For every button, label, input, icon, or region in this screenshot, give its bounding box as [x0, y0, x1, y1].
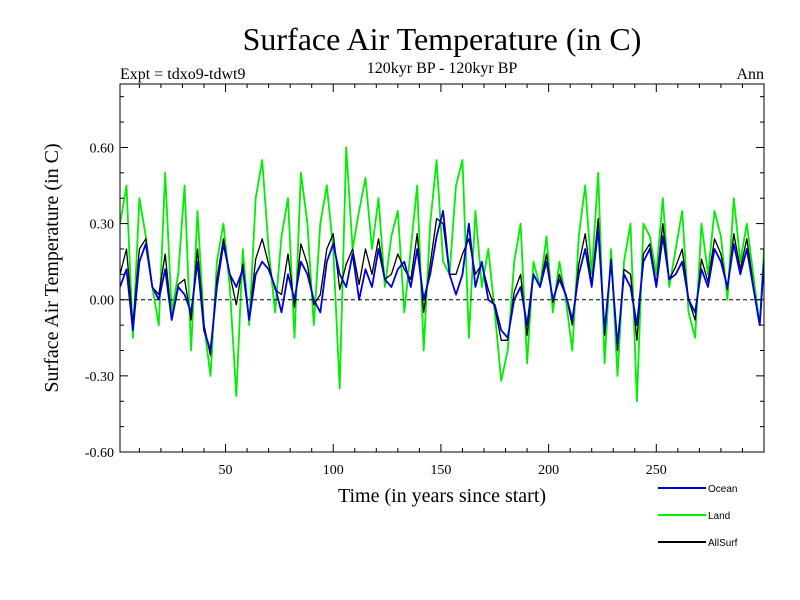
y-tick-label: 0.00	[90, 294, 115, 309]
x-tick-label: 200	[538, 463, 559, 478]
series-line-land	[120, 146, 764, 403]
plot-area: -0.60 -0.30 0.00 0.30 0.60 50 100 150 200 250	[85, 83, 765, 478]
y-tick-label: 0.60	[90, 141, 115, 156]
x-tick-label: 150	[430, 463, 451, 478]
axis-ticks: -0.60 -0.30 0.00 0.30 0.60 50 100 150 200 250	[85, 84, 764, 478]
legend: Ocean Land AllSurf	[658, 484, 738, 549]
y-tick-label: 0.30	[90, 218, 115, 233]
y-tick-label: -0.30	[85, 370, 114, 385]
legend-label-ocean: Ocean	[708, 484, 737, 495]
x-tick-label: 100	[323, 463, 344, 478]
y-tick-label: -0.60	[85, 446, 114, 461]
chart-title: Surface Air Temperature (in C)	[243, 21, 642, 57]
x-axis-label: Time (in years since start)	[338, 485, 546, 507]
legend-label-allsurf: AllSurf	[708, 538, 738, 549]
experiment-label: Expt = tdxo9-tdwt9	[120, 66, 245, 83]
legend-label-land: Land	[708, 511, 730, 522]
season-label: Ann	[736, 66, 764, 83]
y-axis-label: Surface Air Temperature (in C)	[41, 143, 63, 392]
series-line-ocean	[120, 209, 764, 352]
x-tick-label: 250	[646, 463, 667, 478]
x-tick-label: 50	[219, 463, 233, 478]
series-layer	[120, 146, 764, 403]
plot-frame	[119, 83, 765, 453]
chart-subtitle: 120kyr BP - 120kyr BP	[367, 60, 518, 77]
